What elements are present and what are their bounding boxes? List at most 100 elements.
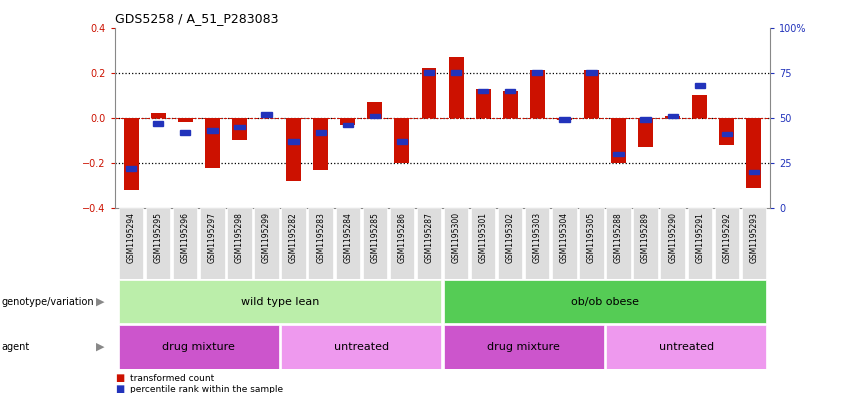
Text: GSM1195300: GSM1195300: [452, 212, 460, 263]
Text: GSM1195284: GSM1195284: [343, 212, 352, 263]
Bar: [261, 112, 271, 117]
Text: GSM1195290: GSM1195290: [668, 212, 677, 263]
Text: ▶: ▶: [96, 297, 105, 307]
Bar: [694, 83, 705, 88]
Text: ■: ■: [115, 373, 124, 383]
Text: GSM1195286: GSM1195286: [397, 212, 407, 263]
Bar: [119, 208, 143, 279]
Bar: [552, 208, 577, 279]
Bar: [532, 70, 542, 75]
Bar: [665, 116, 680, 118]
Text: agent: agent: [2, 342, 30, 352]
Bar: [498, 208, 523, 279]
Text: GSM1195283: GSM1195283: [317, 212, 325, 263]
Text: drug mixture: drug mixture: [163, 342, 235, 352]
Text: GSM1195292: GSM1195292: [722, 212, 731, 263]
Text: GSM1195303: GSM1195303: [533, 212, 542, 263]
Bar: [180, 130, 191, 135]
Text: ▶: ▶: [96, 342, 105, 352]
Bar: [614, 152, 624, 156]
Bar: [715, 208, 739, 279]
Bar: [316, 130, 326, 135]
Bar: [749, 170, 759, 174]
Bar: [146, 208, 170, 279]
Bar: [119, 325, 278, 369]
Bar: [586, 70, 597, 75]
Bar: [719, 118, 734, 145]
Text: GSM1195297: GSM1195297: [208, 212, 217, 263]
Bar: [173, 208, 197, 279]
Bar: [633, 208, 658, 279]
Bar: [688, 208, 712, 279]
Text: GSM1195289: GSM1195289: [641, 212, 650, 263]
Bar: [126, 166, 136, 171]
Bar: [340, 118, 355, 125]
Bar: [282, 208, 306, 279]
Bar: [421, 68, 437, 118]
Text: drug mixture: drug mixture: [488, 342, 560, 352]
Bar: [208, 128, 218, 133]
Text: GSM1195294: GSM1195294: [127, 212, 135, 263]
Bar: [471, 208, 495, 279]
Bar: [638, 118, 653, 147]
Bar: [444, 325, 603, 369]
Text: GSM1195305: GSM1195305: [587, 212, 596, 263]
Bar: [451, 70, 461, 75]
Bar: [335, 208, 360, 279]
Bar: [503, 91, 517, 118]
Text: transformed count: transformed count: [130, 374, 214, 382]
Bar: [232, 118, 247, 140]
Bar: [151, 113, 166, 118]
Text: wild type lean: wild type lean: [241, 297, 319, 307]
Text: GDS5258 / A_51_P283083: GDS5258 / A_51_P283083: [115, 12, 278, 25]
Text: percentile rank within the sample: percentile rank within the sample: [130, 385, 283, 393]
Text: ■: ■: [115, 384, 124, 393]
Bar: [254, 208, 278, 279]
Bar: [390, 208, 414, 279]
Text: untreated: untreated: [334, 342, 389, 352]
Bar: [343, 123, 353, 127]
Bar: [313, 118, 328, 170]
Bar: [660, 208, 685, 279]
Bar: [557, 118, 572, 120]
Bar: [584, 70, 599, 118]
Text: GSM1195299: GSM1195299: [262, 212, 271, 263]
Bar: [742, 208, 766, 279]
Text: GSM1195296: GSM1195296: [180, 212, 190, 263]
Bar: [363, 208, 387, 279]
Bar: [606, 325, 766, 369]
Bar: [395, 118, 409, 163]
Bar: [286, 118, 301, 181]
Bar: [178, 118, 192, 122]
Bar: [606, 208, 631, 279]
Bar: [611, 118, 626, 163]
Text: GSM1195285: GSM1195285: [370, 212, 380, 263]
Bar: [288, 139, 299, 144]
Bar: [119, 280, 441, 323]
Text: genotype/variation: genotype/variation: [2, 297, 94, 307]
Bar: [227, 208, 252, 279]
Text: GSM1195302: GSM1195302: [505, 212, 515, 263]
Bar: [580, 208, 603, 279]
Text: GSM1195291: GSM1195291: [695, 212, 705, 263]
Bar: [369, 114, 380, 118]
Text: GSM1195287: GSM1195287: [425, 212, 433, 263]
Text: GSM1195295: GSM1195295: [154, 212, 163, 263]
Text: ob/ob obese: ob/ob obese: [571, 297, 639, 307]
Bar: [525, 208, 550, 279]
Bar: [444, 208, 468, 279]
Text: GSM1195304: GSM1195304: [560, 212, 568, 263]
Bar: [123, 118, 139, 190]
Text: GSM1195301: GSM1195301: [478, 212, 488, 263]
Bar: [234, 125, 244, 129]
Bar: [667, 114, 677, 118]
Bar: [448, 57, 464, 118]
Bar: [722, 132, 732, 136]
Bar: [476, 88, 490, 118]
Text: GSM1195282: GSM1195282: [289, 212, 298, 263]
Bar: [397, 139, 407, 144]
Bar: [505, 88, 516, 93]
Bar: [746, 118, 762, 188]
Bar: [530, 70, 545, 118]
Bar: [153, 121, 163, 126]
